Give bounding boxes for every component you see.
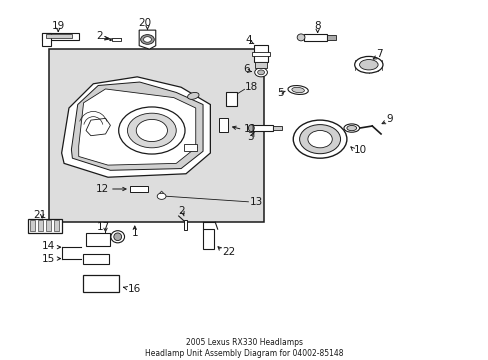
Polygon shape bbox=[61, 77, 210, 177]
Bar bbox=[203, 229, 213, 249]
Bar bbox=[45, 34, 72, 39]
Circle shape bbox=[257, 70, 264, 75]
Circle shape bbox=[307, 130, 331, 148]
Bar bbox=[254, 45, 267, 62]
Bar bbox=[255, 62, 266, 68]
Polygon shape bbox=[86, 118, 110, 136]
Ellipse shape bbox=[187, 93, 199, 99]
Bar bbox=[82, 255, 109, 264]
Bar bbox=[54, 220, 59, 231]
Text: 12: 12 bbox=[96, 184, 109, 194]
Text: 8: 8 bbox=[314, 21, 320, 31]
Bar bbox=[251, 52, 270, 56]
Bar bbox=[38, 220, 43, 231]
Text: 15: 15 bbox=[42, 253, 55, 264]
Text: 19: 19 bbox=[52, 21, 65, 31]
Ellipse shape bbox=[343, 124, 359, 132]
Text: 1: 1 bbox=[131, 228, 138, 238]
Circle shape bbox=[141, 35, 154, 44]
Bar bbox=[42, 32, 51, 46]
Text: 7: 7 bbox=[375, 49, 382, 59]
Text: 3: 3 bbox=[247, 132, 254, 142]
Bar bbox=[27, 219, 61, 233]
Bar bbox=[225, 93, 236, 105]
Bar bbox=[272, 126, 281, 130]
Bar bbox=[86, 233, 110, 246]
Circle shape bbox=[293, 120, 346, 158]
Bar bbox=[183, 220, 187, 230]
Text: 16: 16 bbox=[127, 284, 141, 294]
Bar bbox=[82, 275, 119, 292]
Ellipse shape bbox=[359, 59, 377, 70]
Ellipse shape bbox=[354, 57, 382, 73]
Text: 2: 2 bbox=[178, 206, 184, 216]
Bar bbox=[49, 49, 264, 222]
Text: 2005 Lexus RX330 Headlamps
Headlamp Unit Assembly Diagram for 04002-85148: 2005 Lexus RX330 Headlamps Headlamp Unit… bbox=[145, 338, 343, 357]
Bar bbox=[42, 32, 79, 40]
Circle shape bbox=[127, 113, 176, 148]
Ellipse shape bbox=[287, 86, 307, 94]
Polygon shape bbox=[79, 89, 195, 165]
Text: 9: 9 bbox=[386, 114, 392, 124]
Bar bbox=[304, 33, 327, 41]
Bar bbox=[253, 125, 272, 131]
Circle shape bbox=[299, 125, 340, 154]
Bar bbox=[219, 118, 227, 132]
Bar bbox=[112, 38, 121, 41]
Text: 2: 2 bbox=[96, 31, 102, 41]
Text: 6: 6 bbox=[243, 64, 249, 74]
Text: 5: 5 bbox=[276, 89, 283, 99]
Bar bbox=[46, 220, 51, 231]
Polygon shape bbox=[159, 191, 163, 193]
Text: 10: 10 bbox=[353, 145, 366, 155]
Circle shape bbox=[119, 107, 184, 154]
Ellipse shape bbox=[346, 126, 356, 131]
Ellipse shape bbox=[291, 87, 304, 93]
Circle shape bbox=[136, 120, 167, 141]
Bar bbox=[327, 35, 335, 40]
Text: 11: 11 bbox=[243, 125, 256, 134]
Text: 4: 4 bbox=[245, 35, 252, 45]
Text: 14: 14 bbox=[42, 242, 55, 251]
Ellipse shape bbox=[114, 233, 122, 240]
Ellipse shape bbox=[111, 231, 124, 243]
Text: 22: 22 bbox=[222, 247, 235, 257]
Text: 20: 20 bbox=[138, 18, 151, 27]
Ellipse shape bbox=[248, 125, 254, 131]
Text: 17: 17 bbox=[96, 222, 109, 232]
Ellipse shape bbox=[297, 34, 305, 41]
Circle shape bbox=[157, 193, 165, 199]
Bar bbox=[183, 144, 197, 150]
Circle shape bbox=[254, 68, 267, 77]
Circle shape bbox=[143, 37, 151, 42]
Polygon shape bbox=[71, 82, 203, 170]
Text: 18: 18 bbox=[244, 81, 257, 91]
Text: 21: 21 bbox=[33, 210, 46, 220]
Bar bbox=[30, 220, 35, 231]
Bar bbox=[130, 186, 148, 192]
Text: 13: 13 bbox=[249, 197, 262, 207]
Polygon shape bbox=[139, 30, 156, 49]
